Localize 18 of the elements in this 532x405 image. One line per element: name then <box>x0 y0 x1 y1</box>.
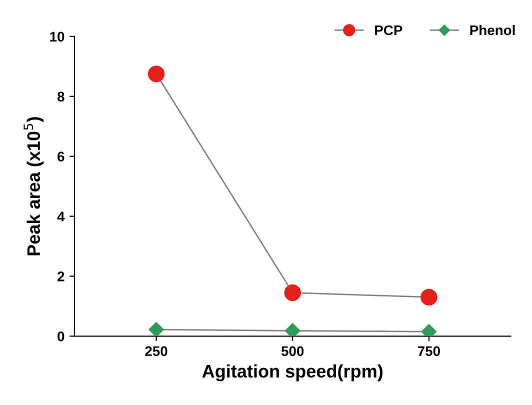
point <box>148 322 164 336</box>
y-tick-label: 6 <box>58 152 64 162</box>
x-tick-label: 750 <box>418 346 440 356</box>
y-axis-title: Peak area (x10$^{5}$) <box>24 117 44 256</box>
point <box>420 288 438 306</box>
y-tick-label: 2 <box>58 272 64 282</box>
point <box>285 323 300 336</box>
point <box>148 66 165 82</box>
legend-label: PCP <box>375 25 402 36</box>
y-tick-label: 10 <box>50 32 64 42</box>
x-axis-title: Agitation speed(rpm) <box>202 364 382 382</box>
y-tick-label: 4 <box>57 212 65 222</box>
x-tick-label: 500 <box>281 346 304 356</box>
y-tick-label: 8 <box>57 92 64 102</box>
legend-label: Phenol <box>470 24 515 36</box>
y-tick-label: 0 <box>58 331 64 342</box>
point <box>284 284 301 302</box>
x-tick-label: 250 <box>145 346 168 356</box>
